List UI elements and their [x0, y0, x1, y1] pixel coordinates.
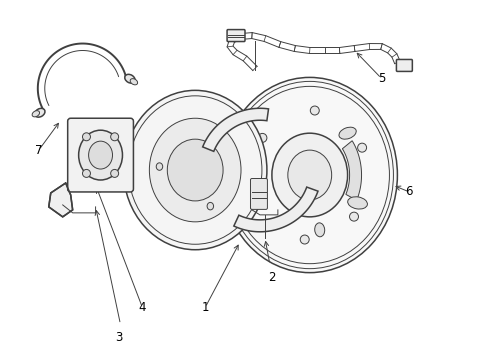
- Ellipse shape: [149, 118, 241, 222]
- Ellipse shape: [338, 127, 355, 139]
- FancyBboxPatch shape: [226, 30, 244, 41]
- Ellipse shape: [209, 132, 216, 139]
- Circle shape: [82, 170, 90, 177]
- Circle shape: [357, 143, 366, 152]
- Ellipse shape: [156, 163, 163, 170]
- Polygon shape: [202, 108, 268, 152]
- Circle shape: [300, 235, 308, 244]
- Text: 6: 6: [405, 185, 412, 198]
- Circle shape: [349, 212, 358, 221]
- Polygon shape: [233, 187, 317, 232]
- Text: 4: 4: [139, 301, 146, 314]
- FancyBboxPatch shape: [67, 118, 133, 192]
- Ellipse shape: [130, 78, 137, 85]
- FancyBboxPatch shape: [396, 59, 411, 71]
- Circle shape: [110, 133, 119, 141]
- Polygon shape: [342, 141, 361, 200]
- Circle shape: [310, 106, 319, 115]
- Text: 3: 3: [115, 331, 122, 344]
- Circle shape: [110, 170, 119, 177]
- Ellipse shape: [32, 111, 40, 117]
- Ellipse shape: [347, 197, 366, 209]
- FancyBboxPatch shape: [250, 179, 267, 210]
- Polygon shape: [49, 183, 73, 217]
- Ellipse shape: [35, 108, 45, 117]
- Text: 1: 1: [201, 301, 208, 314]
- Ellipse shape: [124, 74, 135, 83]
- Text: 7: 7: [35, 144, 42, 157]
- Ellipse shape: [88, 141, 112, 169]
- Ellipse shape: [222, 77, 397, 273]
- Circle shape: [250, 193, 260, 202]
- Ellipse shape: [314, 223, 324, 237]
- Ellipse shape: [287, 150, 331, 200]
- Ellipse shape: [271, 133, 347, 217]
- Ellipse shape: [207, 202, 213, 210]
- Circle shape: [82, 133, 90, 141]
- Circle shape: [257, 134, 266, 142]
- Text: 2: 2: [267, 271, 275, 284]
- Ellipse shape: [167, 139, 223, 201]
- Ellipse shape: [123, 90, 266, 250]
- Ellipse shape: [79, 130, 122, 180]
- Text: 5: 5: [377, 72, 385, 85]
